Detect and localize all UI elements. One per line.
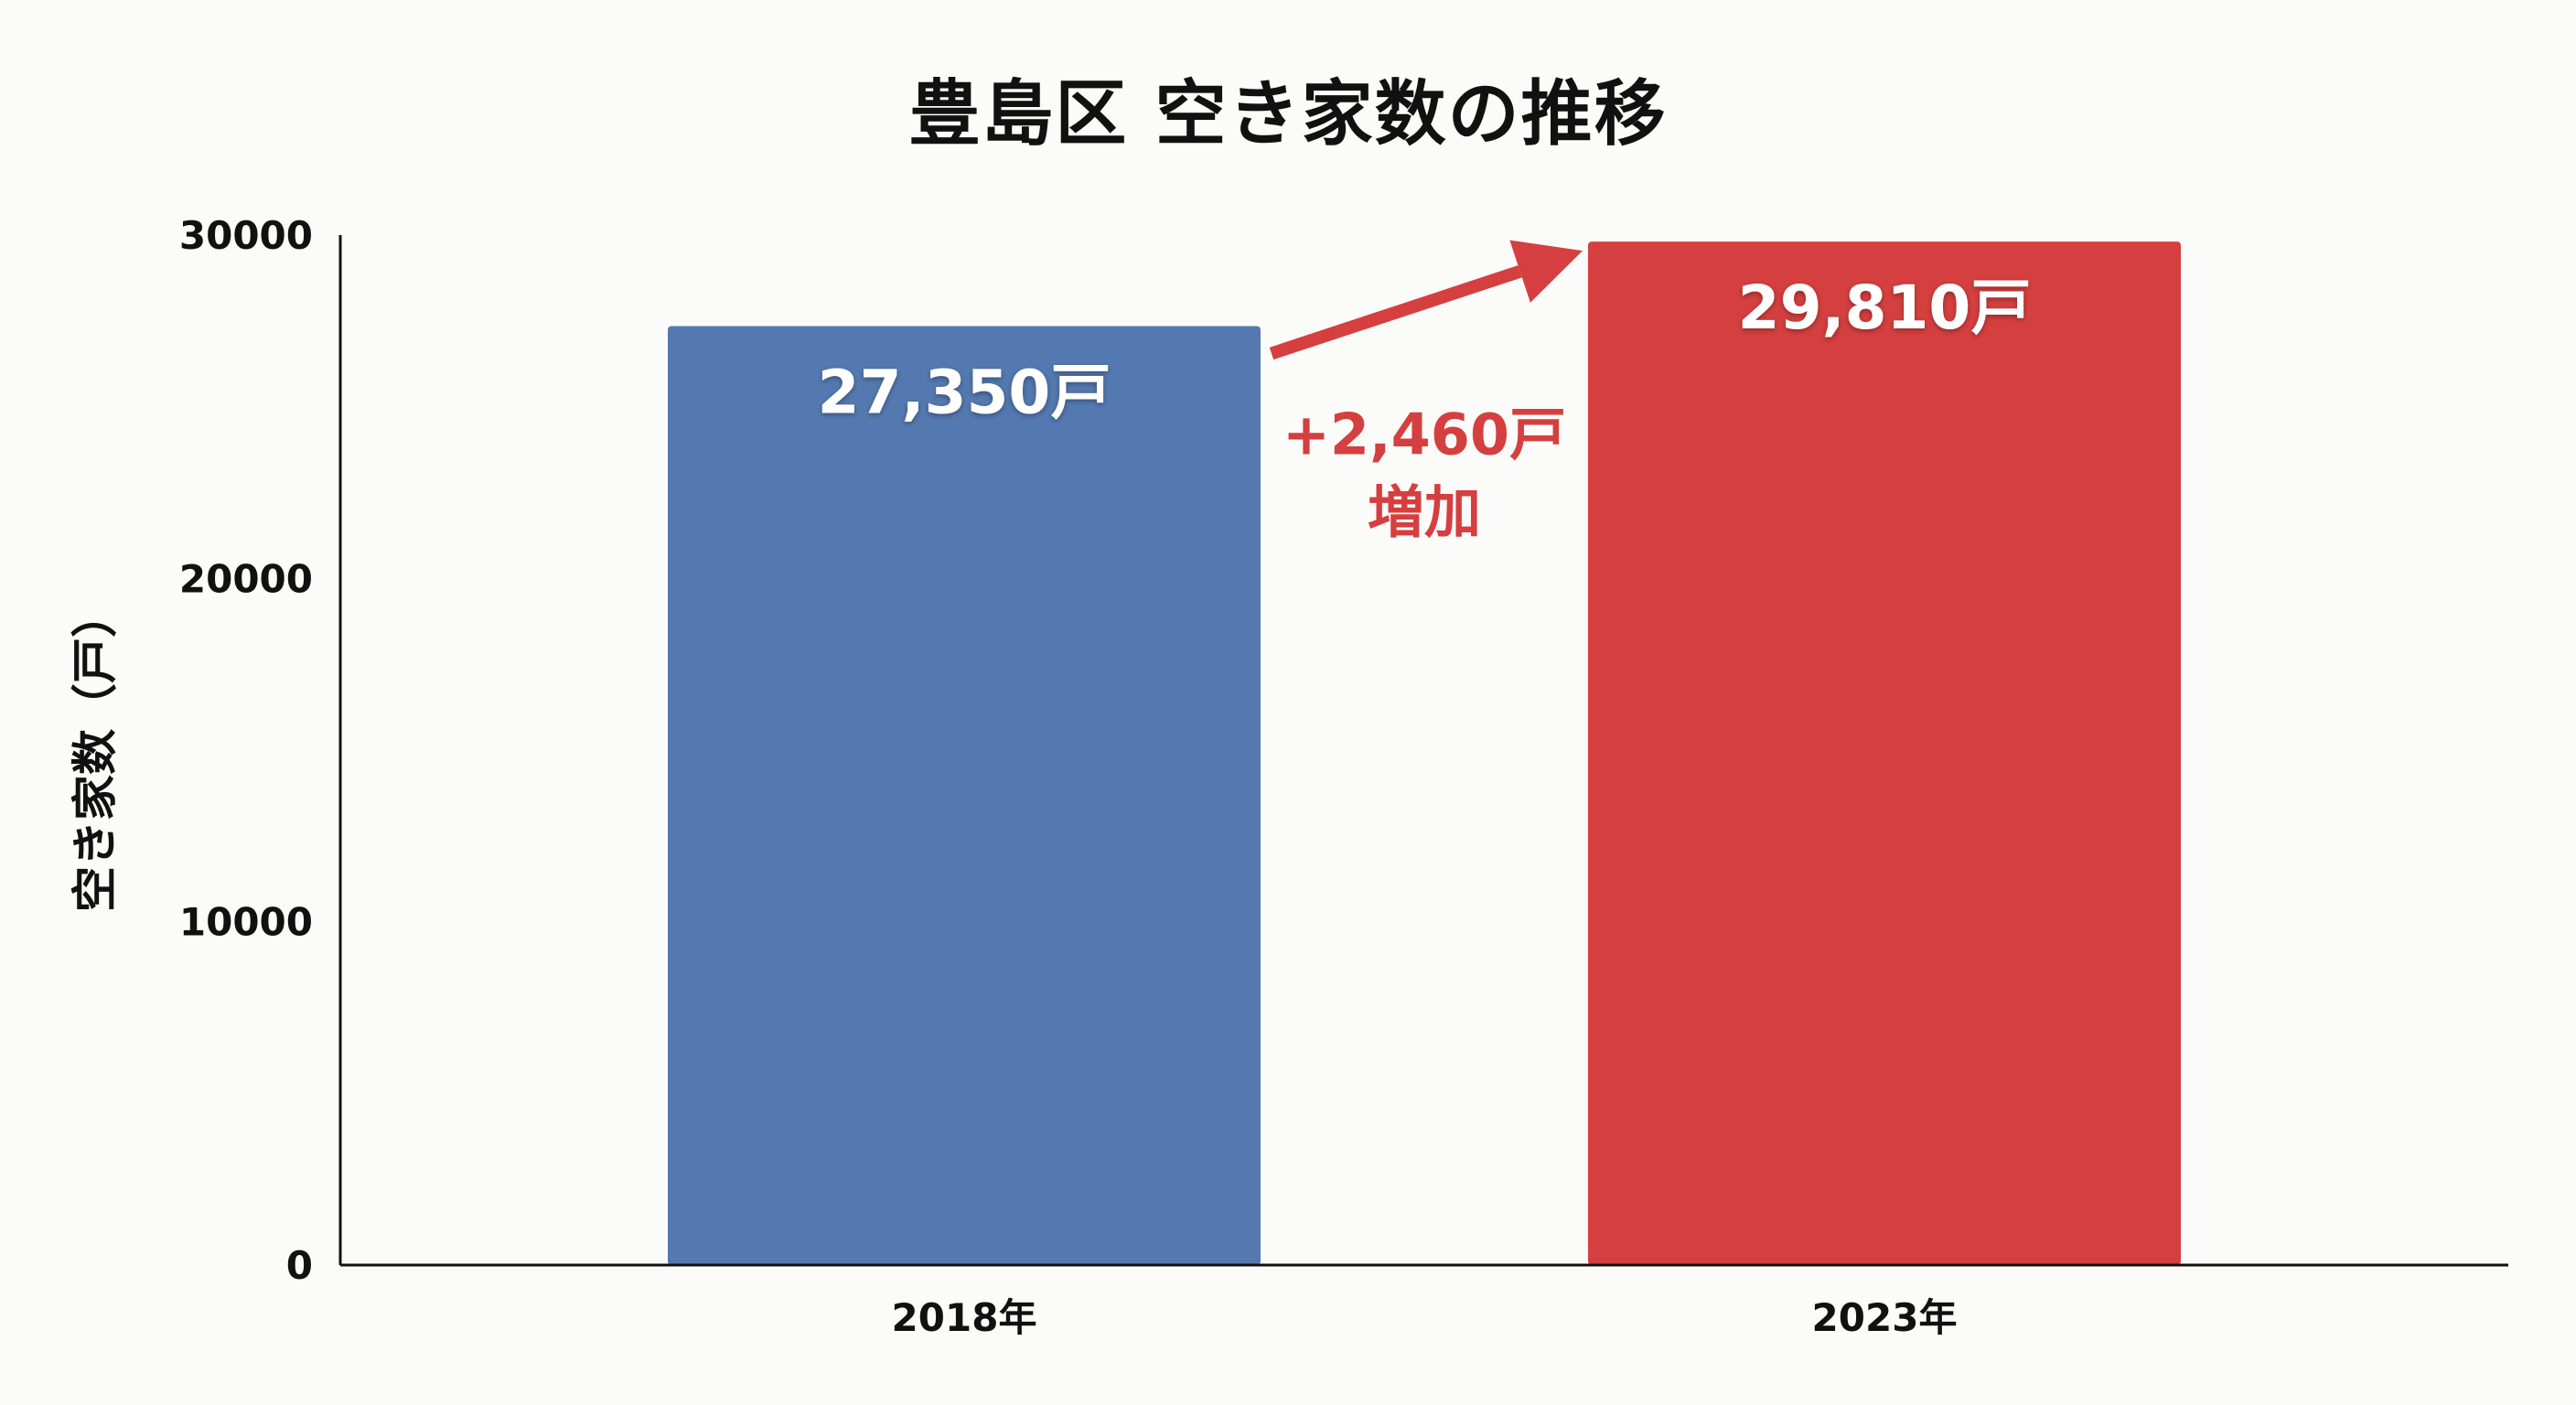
y-tick-label-2: 10000 (179, 900, 313, 945)
x-tick-label-2: 2023年 (1812, 1295, 1958, 1340)
increase-arrow-head (1509, 240, 1583, 303)
increase-annotation-amount: +2,460戸 (1283, 401, 1566, 467)
y-tick-label-1: 0 (286, 1243, 313, 1288)
bar-value-label-1: 27,350戸 (818, 357, 1111, 427)
increase-annotation-label: 増加 (1368, 478, 1481, 545)
y-tick-label-3: 20000 (179, 556, 313, 601)
x-tick-label-1: 2018年 (892, 1295, 1037, 1340)
bar-2 (1588, 241, 2181, 1265)
y-tick-label-4: 30000 (179, 213, 313, 258)
chart-title: 豊島区 空き家数の推移 (908, 73, 1668, 156)
bar-1 (668, 326, 1261, 1265)
bar-value-label-2: 29,810戸 (1738, 273, 2032, 343)
increase-arrow-shaft (1269, 265, 1522, 360)
